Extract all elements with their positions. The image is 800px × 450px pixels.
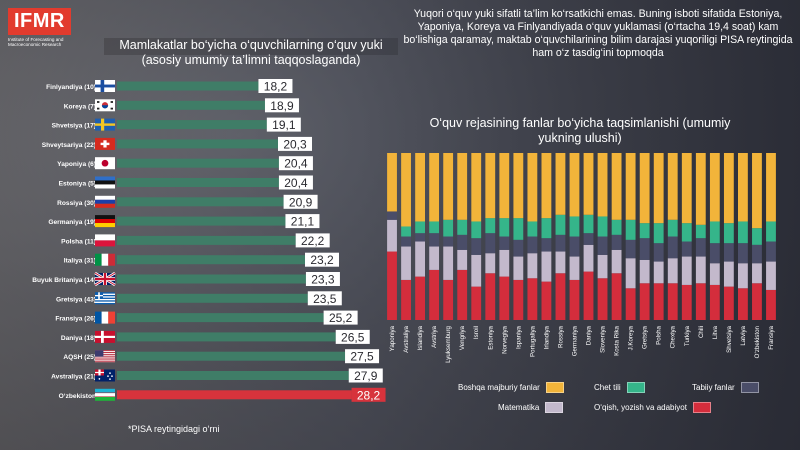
left-chart-title-text: Mamlakatlar bo‘yicha o‘quvchilarning o‘q… (119, 38, 383, 67)
legend-label: Tabiiy fanlar (692, 383, 735, 392)
legend-label: Chet tili (594, 383, 621, 392)
logo-subtitle: Institute of Forecasting and Macroeconom… (8, 37, 64, 48)
legend-swatch (545, 382, 564, 393)
ifmr-logo: IFMR Institute of Forecasting and Macroe… (8, 8, 86, 48)
right-chart-title: O‘quv rejasining fanlar bo‘yicha taqsiml… (429, 116, 731, 145)
legend-item-reading: O‘qish, yozish va adabiyot (594, 402, 711, 413)
legend-label: Boshqa majburiy fanlar (458, 383, 540, 392)
legend-label: O‘qish, yozish va adabiyot (594, 403, 687, 412)
legend-label: Matematika (498, 403, 540, 412)
logo-mark: IFMR (8, 8, 71, 35)
legend-swatch (740, 382, 759, 393)
legend-item-math: Matematika (498, 402, 564, 413)
curriculum-legend: Boshqa majburiy fanlar Chet tili Tabiiy fa… (450, 380, 790, 420)
intro-text: Yuqori o‘quv yuki sifatli ta’lim ko‘rsat… (403, 8, 793, 59)
legend-swatch (692, 402, 711, 413)
legend-item-other: Boshqa majburiy fanlar (458, 382, 564, 393)
legend-item-foreign: Chet tili (594, 382, 645, 393)
legend-swatch (626, 382, 645, 393)
legend-item-science: Tabiiy fanlar (692, 382, 759, 393)
left-chart-title: Mamlakatlar bo‘yicha o‘quvchilarning o‘q… (104, 38, 398, 68)
legend-swatch (545, 402, 564, 413)
pisa-footnote: *PISA reytingidagi o‘rni (128, 424, 220, 434)
